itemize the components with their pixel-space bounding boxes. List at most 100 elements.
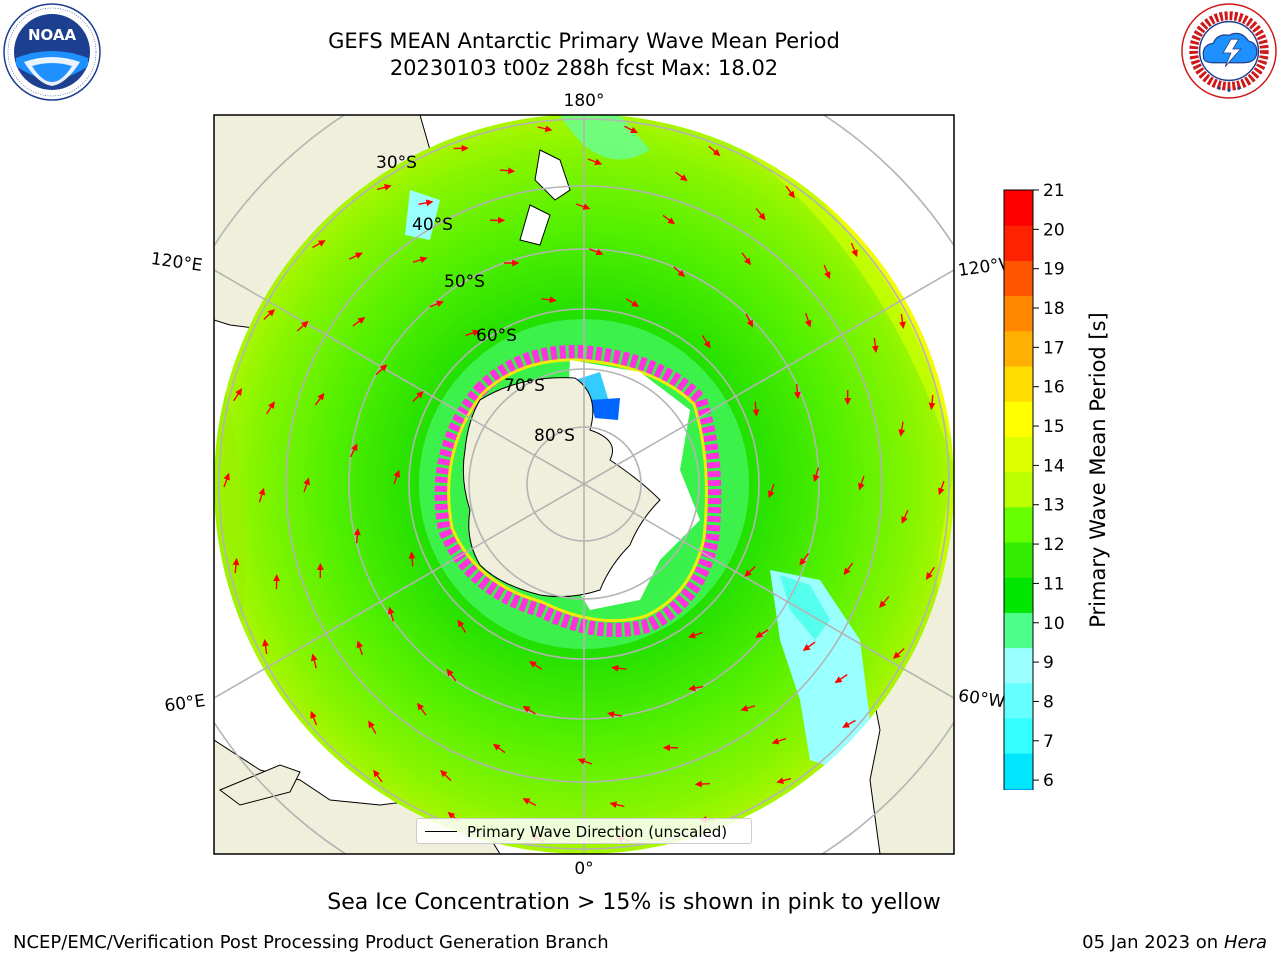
wave-arrow-head	[317, 392, 325, 401]
wave-arrow-head	[303, 477, 310, 486]
wave-arrow-head	[771, 737, 780, 745]
wave-arrow-head	[268, 401, 275, 410]
land-madagascar	[219, 764, 301, 806]
wave-direction-arrows	[223, 125, 945, 843]
wave-arrow-head	[301, 320, 309, 329]
colorbar-tick-label: 12	[1043, 535, 1065, 555]
wave-arrow-head	[752, 409, 760, 417]
wave-arrow-head	[383, 184, 392, 191]
footer-credit: NCEP/EMC/Verification Post Processing Pr…	[13, 932, 609, 953]
wave-arrow-head	[522, 705, 531, 713]
wave-arrow-head	[577, 758, 586, 765]
wave-arrow-head	[492, 743, 501, 751]
colorbar-segment	[1004, 471, 1033, 508]
wave-arrow-head	[925, 572, 933, 580]
colorbar-tick-label: 11	[1043, 574, 1065, 594]
wave-arrow-head	[662, 744, 670, 752]
wave-arrow-head	[235, 388, 243, 396]
colorbar-label: Primary Wave Mean Period [s]	[1086, 312, 1110, 628]
wave-arrow-head	[842, 721, 850, 728]
colorbar-segment	[1004, 366, 1033, 402]
wave-arrow-head	[928, 402, 936, 411]
colorbar: 246789101112131415161718192021	[1003, 181, 1065, 790]
wave-arrow-head	[688, 631, 696, 639]
wave-arrow-head	[379, 364, 388, 372]
colorbar-segment	[1004, 612, 1033, 649]
colorbar-tick-label: 9	[1043, 653, 1054, 673]
colorbar-segments	[1003, 189, 1034, 790]
colorbar-tick-label: 16	[1043, 378, 1065, 398]
wave-arrow-head	[393, 469, 400, 478]
legend-line-symbol	[425, 831, 457, 832]
graticule	[214, 115, 954, 854]
colorbar-tick-label: 20	[1043, 220, 1065, 240]
wave-arrow-head	[354, 252, 363, 259]
colorbar-tick-label: 13	[1043, 496, 1065, 516]
wave-arrow-head	[408, 551, 416, 559]
lat-label-50s: 50°S	[444, 272, 485, 292]
lat-label-80s: 80°S	[534, 426, 575, 446]
legend-label: Primary Wave Direction (unscaled)	[467, 823, 728, 841]
wave-arrow-head	[457, 619, 465, 628]
colorbar-segment	[1004, 225, 1033, 261]
wave-arrow-head	[758, 212, 766, 221]
colorbar-segment	[1004, 682, 1033, 719]
wave-arrow-head	[871, 345, 879, 354]
wave-arrow-head	[353, 528, 361, 536]
wave-arrow-head	[368, 720, 375, 729]
wave-arrow-head	[262, 638, 269, 647]
wave-arrow-head	[688, 684, 696, 692]
colorbar-segment	[1004, 260, 1033, 297]
wave-arrow-head	[318, 240, 326, 247]
wave-arrow-head	[744, 257, 751, 266]
lon-label-120e: 120°E	[150, 249, 204, 276]
wave-arrow-head	[794, 391, 801, 400]
wave-arrow-head	[310, 710, 317, 719]
wave-arrow-head	[824, 271, 831, 280]
wave-arrow-head	[529, 661, 537, 668]
wave-arrow-head	[419, 256, 428, 264]
wave-arrow-head	[356, 640, 364, 649]
colorbar-tick-label: 15	[1043, 417, 1065, 437]
wave-arrow-head	[630, 126, 638, 134]
wave-arrow-head	[440, 769, 448, 778]
lat-label-40s: 40°S	[412, 215, 453, 235]
colorbar-outline	[1003, 189, 1034, 790]
colorbar-segment	[1004, 577, 1033, 613]
wave-arrow-head	[746, 319, 753, 328]
wave-arrow-head	[461, 144, 469, 152]
colorbar-tick-label: 14	[1043, 456, 1065, 476]
colorbar-segment	[1004, 647, 1033, 684]
wave-arrow-head	[802, 644, 811, 651]
wave-arrow-head	[631, 300, 639, 307]
wave-arrow-head	[582, 203, 591, 210]
footer-machine: Hera	[1223, 932, 1267, 953]
colorbar-segment	[1004, 190, 1033, 226]
colorbar-segment	[1004, 753, 1033, 789]
wave-arrow-head	[507, 167, 516, 175]
colorbar-segment	[1004, 506, 1033, 543]
colorbar-segment	[1004, 295, 1033, 332]
lon-label-60e: 60°E	[163, 691, 206, 716]
wave-arrow-head	[544, 125, 553, 133]
wave-arrow-head	[744, 569, 752, 578]
colorbar-segment	[1004, 788, 1033, 790]
wave-arrow-head	[223, 472, 230, 481]
wave-arrow-head	[677, 269, 686, 278]
noaa-logo: NOAA	[3, 3, 101, 101]
wave-arrow-head	[812, 474, 820, 483]
colorbar-tick-label: 8	[1043, 692, 1054, 712]
wave-arrow-head	[512, 259, 520, 267]
wave-arrow-head	[858, 482, 865, 491]
wave-arrow-head	[834, 676, 843, 684]
wave-arrow-head	[498, 216, 506, 224]
wave-arrow-head	[232, 557, 240, 566]
noaa-logo-text: NOAA	[28, 26, 77, 44]
colorbar-tick-label: 18	[1043, 299, 1065, 319]
wave-arrow-head	[879, 600, 887, 609]
colorbar-tick-label: 17	[1043, 338, 1065, 358]
colorbar-segment	[1004, 401, 1033, 437]
colorbar-tick-label: 21	[1043, 181, 1065, 201]
wave-arrow-head	[740, 704, 749, 712]
wave-arrow-head	[425, 199, 434, 207]
